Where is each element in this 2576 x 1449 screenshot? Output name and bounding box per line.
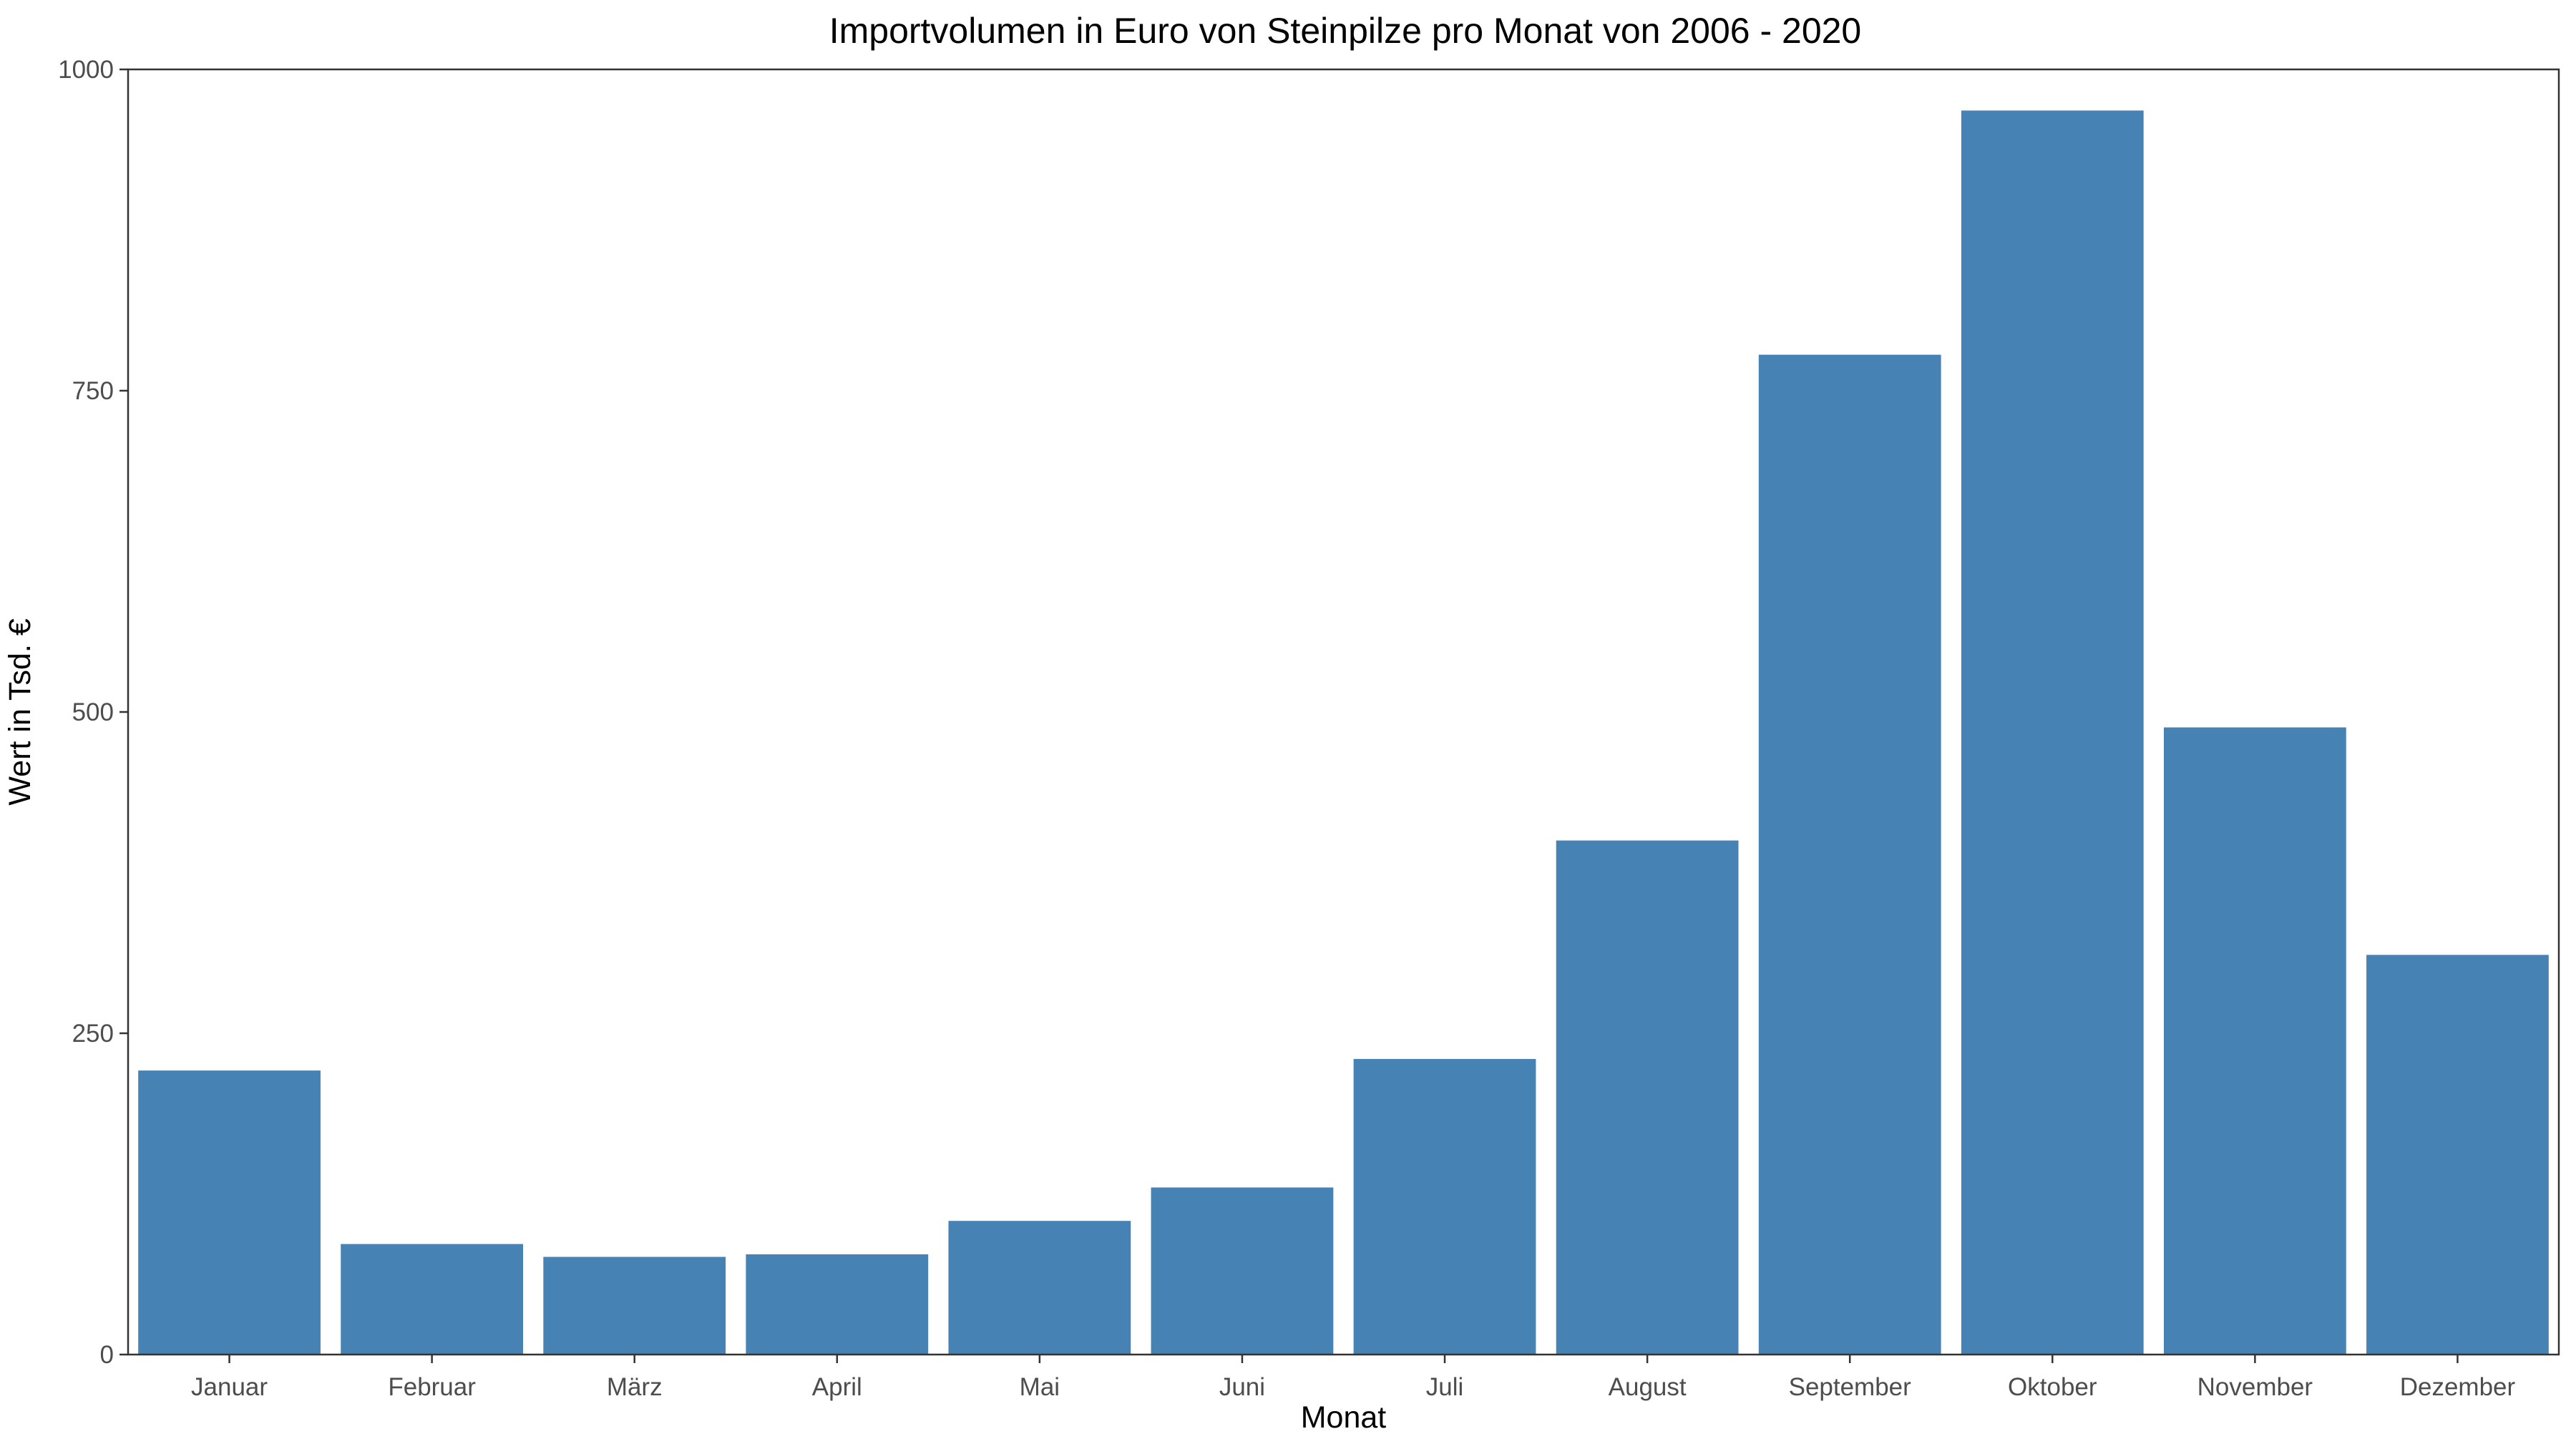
bar-september: [1758, 354, 1941, 1355]
x-tick-label: Juli: [1426, 1373, 1464, 1401]
y-tick-label: 750: [72, 377, 114, 405]
bar-mai: [948, 1221, 1131, 1355]
y-axis-title: Wert in Tsd. €: [3, 618, 37, 805]
x-tick-label: September: [1789, 1373, 1912, 1401]
x-tick-label: Juni: [1219, 1373, 1265, 1401]
y-axis: 0 250 500 750 1000: [58, 56, 128, 1369]
bar-juni: [1151, 1187, 1334, 1355]
x-tick-label: Dezember: [2400, 1373, 2516, 1401]
bar-januar: [138, 1070, 321, 1355]
chart-title: Importvolumen in Euro von Steinpilze pro…: [829, 11, 1862, 51]
y-tick-label: 1000: [58, 56, 114, 84]
x-tick-label: März: [607, 1373, 663, 1401]
bar-dezember: [2366, 955, 2549, 1355]
x-axis-title: Monat: [1301, 1400, 1387, 1435]
y-tick-label: 250: [72, 1020, 114, 1048]
y-tick-label: 500: [72, 698, 114, 726]
x-tick-label: Februar: [388, 1373, 476, 1401]
bars-group: [138, 110, 2549, 1355]
bar-juli: [1353, 1058, 1536, 1355]
x-tick-label: Mai: [1020, 1373, 1060, 1401]
x-tick-label: Oktober: [2008, 1373, 2097, 1401]
bar-august: [1556, 840, 1739, 1355]
x-tick-label: August: [1609, 1373, 1687, 1401]
x-tick-label: November: [2197, 1373, 2313, 1401]
bar-november: [2163, 727, 2346, 1355]
x-axis: Januar Februar März April Mai Juni Juli August S…: [191, 1355, 2516, 1401]
bar-märz: [543, 1257, 726, 1355]
bar-oktober: [1961, 110, 2144, 1355]
bar-februar: [341, 1244, 524, 1355]
x-tick-label: April: [812, 1373, 862, 1401]
y-tick-label: 0: [100, 1341, 114, 1369]
x-tick-label: Januar: [191, 1373, 268, 1401]
bar-april: [746, 1254, 929, 1355]
